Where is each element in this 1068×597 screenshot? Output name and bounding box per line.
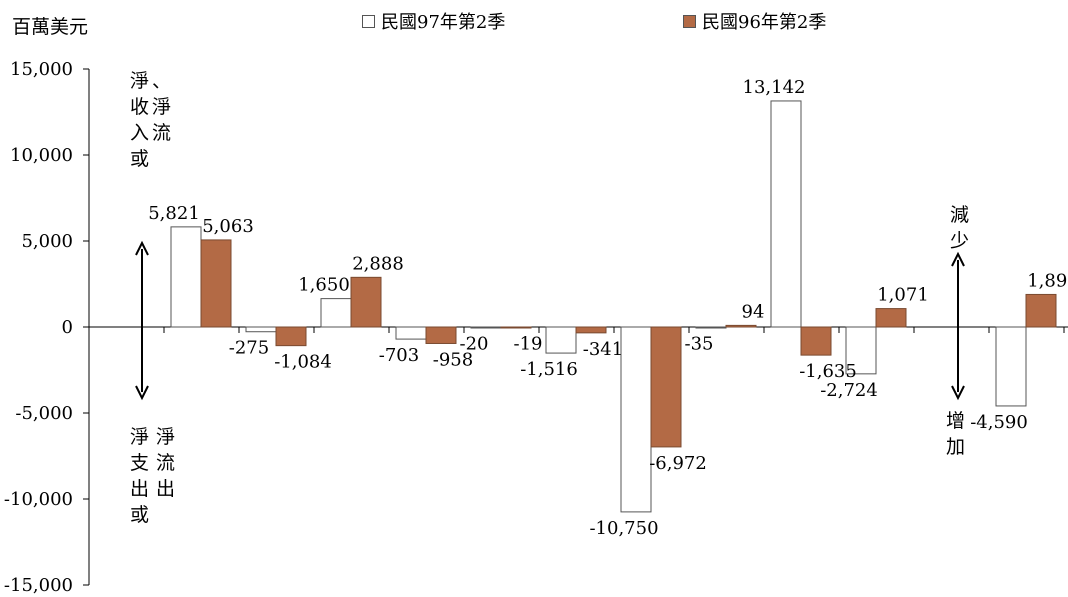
annotation-char: 少 xyxy=(950,230,970,252)
left-double-arrow-head-down xyxy=(135,385,149,401)
annotation-char: 出 xyxy=(130,478,150,500)
bar-97 xyxy=(470,326,502,329)
legend-label-97: 民國97年第2季 xyxy=(381,12,506,33)
bar-97 xyxy=(995,326,1027,407)
annotation-right-top: 減少 xyxy=(950,202,969,254)
bar-96 xyxy=(275,326,307,347)
bar-96 xyxy=(350,276,382,328)
y-tick-label: -15,000 xyxy=(4,575,73,596)
bar-97 xyxy=(695,326,727,329)
annotation-char: 出 xyxy=(156,478,176,500)
y-tick-label: 15,000 xyxy=(10,59,73,80)
annotation-left-bottom-col2: 淨流出 xyxy=(156,424,175,502)
y-tick-label: 10,000 xyxy=(10,145,73,166)
annotation-char: 入 xyxy=(130,122,150,144)
data-label: -35 xyxy=(685,334,714,355)
data-label: 1,893 xyxy=(1027,270,1068,291)
data-label: 13,142 xyxy=(743,77,806,98)
bar-96 xyxy=(800,326,832,356)
data-label: 1,650 xyxy=(298,275,350,296)
annotation-char: 或 xyxy=(130,148,150,170)
data-label: -703 xyxy=(379,345,419,366)
data-label: -6,972 xyxy=(649,453,707,474)
y-tick-label: -10,000 xyxy=(4,489,73,510)
annotation-char: 收 xyxy=(130,96,150,118)
annotation-char: 、 xyxy=(152,70,172,92)
annotation-char: 支 xyxy=(130,452,150,474)
annotation-char: 或 xyxy=(130,504,150,526)
data-label: -341 xyxy=(583,339,623,360)
data-label: -275 xyxy=(229,338,269,359)
annotation-char: 減 xyxy=(950,204,970,226)
bar-96 xyxy=(500,326,532,329)
bar-96 xyxy=(1025,293,1057,328)
y-tick-label: -5,000 xyxy=(15,403,73,424)
right-double-arrow-head-up xyxy=(951,251,965,267)
bar-97 xyxy=(320,298,352,328)
data-label: 2,888 xyxy=(352,253,404,274)
annotation-char: 淨 xyxy=(130,70,150,92)
bar-96 xyxy=(725,324,757,328)
annotation-char: 淨 xyxy=(156,426,176,448)
annotation-char: 流 xyxy=(152,122,172,144)
data-label: -1,635 xyxy=(799,361,857,382)
annotation-left-bottom-col1: 淨支出或 xyxy=(130,424,149,528)
legend-label-96: 民國96年第2季 xyxy=(702,12,827,33)
data-label: -19 xyxy=(514,333,543,354)
bar-97 xyxy=(845,326,877,375)
y-tick-label: 0 xyxy=(62,317,73,338)
data-label: -2,724 xyxy=(820,380,878,401)
data-label: -10,750 xyxy=(589,518,658,539)
bar-97 xyxy=(170,226,202,328)
annotation-char: 淨 xyxy=(130,426,150,448)
bar-96 xyxy=(875,308,907,328)
bar-96 xyxy=(575,326,607,334)
data-label: -4,590 xyxy=(970,412,1028,433)
data-label: -1,516 xyxy=(520,359,578,380)
bar-96 xyxy=(425,326,457,344)
annotation-right-bottom: 增加 xyxy=(946,408,965,460)
bar-96 xyxy=(200,239,232,328)
legend-item-96: 民國96年第2季 xyxy=(683,8,826,34)
data-label: -20 xyxy=(460,333,489,354)
y-axis-unit-label: 百萬美元 xyxy=(12,16,89,38)
annotation-char: 加 xyxy=(946,436,966,458)
legend-swatch-97 xyxy=(362,14,375,28)
right-double-arrow-head-down xyxy=(951,385,965,401)
annotation-char: 淨 xyxy=(152,96,172,118)
annotation-char: 流 xyxy=(156,452,176,474)
bar-96 xyxy=(650,326,682,448)
data-label: 94 xyxy=(742,301,765,322)
bar-97 xyxy=(545,326,577,354)
data-label: -958 xyxy=(433,349,473,370)
bar-97 xyxy=(245,326,277,333)
legend-item-97: 民國97年第2季 xyxy=(362,8,505,34)
data-label: 1,071 xyxy=(877,285,929,306)
data-label: 5,821 xyxy=(148,203,200,224)
bar-97 xyxy=(770,100,802,328)
bar-97 xyxy=(620,326,652,513)
bar-97 xyxy=(395,326,427,340)
annotation-char: 增 xyxy=(946,410,966,432)
data-label: -1,084 xyxy=(274,352,332,373)
y-tick-label: 5,000 xyxy=(21,231,73,252)
left-double-arrow-head-up xyxy=(135,240,149,256)
legend-swatch-96 xyxy=(683,14,696,28)
annotation-left-top-col1: 淨收入或 xyxy=(130,68,149,172)
data-label: 5,063 xyxy=(202,216,254,237)
annotation-left-top-col2: 、淨流 xyxy=(152,68,171,146)
